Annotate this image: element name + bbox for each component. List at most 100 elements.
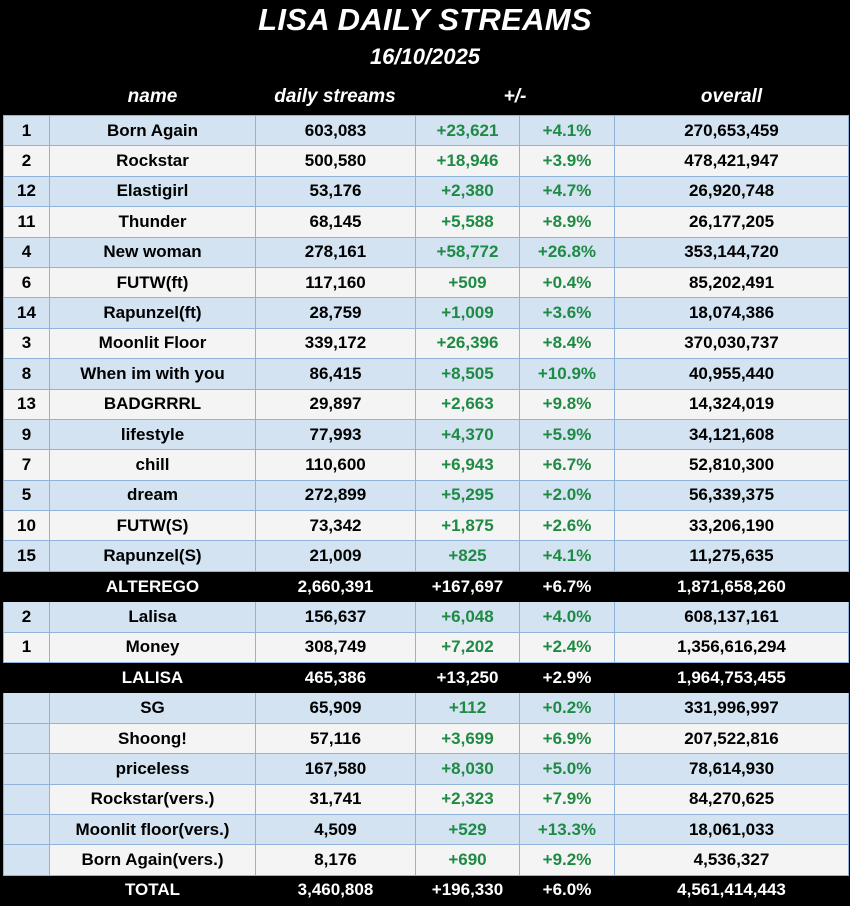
cell-diff: +7,202 [415, 631, 520, 664]
cell-diff: +3,699 [415, 722, 520, 755]
cell-diff: +1,875 [415, 510, 520, 542]
table-row: Rockstar(vers.) 31,741 +2,323 +7.9% 84,270,6… [3, 783, 849, 815]
cell-overall: 14,324,019 [614, 388, 849, 420]
cell-overall: 26,920,748 [614, 175, 849, 208]
cell-pct: +13.3% [519, 813, 615, 846]
table-row: 2 Rockstar 500,580 +18,946 +3.9% 478,421,947 [3, 145, 849, 177]
cell-overall: 207,522,816 [614, 722, 849, 755]
cell-diff: +2,380 [415, 175, 520, 208]
summary-cell-diff: +13,250 [415, 662, 520, 694]
cell-diff: +825 [415, 540, 520, 572]
summary-row: LALISA 465,386 +13,250 +2.9% 1,964,753,455 [3, 662, 849, 694]
cell-daily: 339,172 [255, 327, 416, 360]
cell-pct: +4.7% [519, 175, 615, 208]
summary-cell-name: TOTAL [49, 874, 256, 906]
cell-rank [3, 783, 50, 815]
cell-pct: +0.2% [519, 692, 615, 724]
cell-name: Rapunzel(S) [49, 540, 256, 572]
cell-name: priceless [49, 753, 256, 785]
cell-diff: +2,663 [415, 388, 520, 420]
table-row: SG 65,909 +112 +0.2% 331,996,997 [3, 692, 849, 724]
cell-overall: 85,202,491 [614, 266, 849, 299]
table-row: 1 Born Again 603,083 +23,621 +4.1% 270,653,45… [3, 114, 849, 147]
cell-pct: +2.6% [519, 510, 615, 542]
cell-diff: +26,396 [415, 327, 520, 360]
cell-diff: +2,323 [415, 783, 520, 815]
cell-pct: +6.7% [519, 449, 615, 481]
summary-cell-pct: +6.7% [519, 570, 615, 603]
cell-overall: 18,061,033 [614, 813, 849, 846]
cell-rank [3, 844, 50, 876]
cell-diff: +8,505 [415, 358, 520, 390]
cell-rank [3, 662, 50, 694]
cell-rank: 12 [3, 175, 50, 208]
cell-daily: 57,116 [255, 722, 416, 755]
table-row: 15 Rapunzel(S) 21,009 +825 +4.1% 11,275,635 [3, 540, 849, 572]
cell-daily: 21,009 [255, 540, 416, 572]
summary-cell-name: LALISA [49, 662, 256, 694]
table-row: 7 chill 110,600 +6,943 +6.7% 52,810,300 [3, 449, 849, 481]
cell-name: Rockstar [49, 145, 256, 177]
summary-cell-overall: 1,964,753,455 [614, 662, 849, 694]
cell-daily: 110,600 [255, 449, 416, 481]
cell-pct: +7.9% [519, 783, 615, 815]
table-row: 6 FUTW(ft) 117,160 +509 +0.4% 85,202,491 [3, 266, 849, 299]
cell-rank: 10 [3, 510, 50, 542]
table-row: 1 Money 308,749 +7,202 +2.4% 1,356,616,294 [3, 631, 849, 664]
cell-rank: 14 [3, 297, 50, 329]
cell-pct: +3.9% [519, 145, 615, 177]
cell-pct: +8.9% [519, 206, 615, 238]
cell-overall: 52,810,300 [614, 449, 849, 481]
cell-pct: +4.1% [519, 114, 615, 147]
cell-name: Moonlit Floor [49, 327, 256, 360]
cell-name: BADGRRRL [49, 388, 256, 420]
cell-pct: +9.2% [519, 844, 615, 876]
cell-name: SG [49, 692, 256, 724]
cell-daily: 117,160 [255, 266, 416, 299]
cell-rank: 5 [3, 479, 50, 512]
cell-overall: 353,144,720 [614, 236, 849, 268]
cell-daily: 53,176 [255, 175, 416, 208]
cell-diff: +6,048 [415, 601, 520, 633]
table-row: 8 When im with you 86,415 +8,505 +10.9% 40,95… [3, 358, 849, 390]
cell-rank: 2 [3, 145, 50, 177]
cell-diff: +690 [415, 844, 520, 876]
cell-rank: 6 [3, 266, 50, 299]
column-header-daily-streams: daily streams [274, 86, 396, 107]
cell-daily: 68,145 [255, 206, 416, 238]
cell-diff: +4,370 [415, 418, 520, 451]
cell-rank [3, 813, 50, 846]
cell-pct: +3.6% [519, 297, 615, 329]
summary-row: TOTAL 3,460,808 +196,330 +6.0% 4,561,414,443 [3, 874, 849, 906]
cell-name: New woman [49, 236, 256, 268]
cell-daily: 31,741 [255, 783, 416, 815]
cell-pct: +4.1% [519, 540, 615, 572]
cell-daily: 8,176 [255, 844, 416, 876]
cell-rank: 15 [3, 540, 50, 572]
cell-pct: +4.0% [519, 601, 615, 633]
cell-name: Born Again(vers.) [49, 844, 256, 876]
table-row: 12 Elastigirl 53,176 +2,380 +4.7% 26,920,748 [3, 175, 849, 208]
cell-rank: 4 [3, 236, 50, 268]
cell-daily: 500,580 [255, 145, 416, 177]
cell-diff: +6,943 [415, 449, 520, 481]
cell-name: Born Again [49, 114, 256, 147]
cell-name: Elastigirl [49, 175, 256, 208]
summary-cell-daily: 2,660,391 [255, 570, 416, 603]
summary-cell-name: ALTEREGO [49, 570, 256, 603]
cell-overall: 56,339,375 [614, 479, 849, 512]
summary-cell-pct: +2.9% [519, 662, 615, 694]
cell-overall: 270,653,459 [614, 114, 849, 147]
cell-pct: +8.4% [519, 327, 615, 360]
cell-daily: 272,899 [255, 479, 416, 512]
cell-overall: 608,137,161 [614, 601, 849, 633]
cell-overall: 33,206,190 [614, 510, 849, 542]
cell-overall: 84,270,625 [614, 783, 849, 815]
cell-pct: +5.0% [519, 753, 615, 785]
cell-overall: 478,421,947 [614, 145, 849, 177]
table-row: 14 Rapunzel(ft) 28,759 +1,009 +3.6% 18,074,38… [3, 297, 849, 329]
cell-overall: 26,177,205 [614, 206, 849, 238]
summary-cell-overall: 1,871,658,260 [614, 570, 849, 603]
table-row: 11 Thunder 68,145 +5,588 +8.9% 26,177,205 [3, 206, 849, 238]
cell-name: FUTW(ft) [49, 266, 256, 299]
